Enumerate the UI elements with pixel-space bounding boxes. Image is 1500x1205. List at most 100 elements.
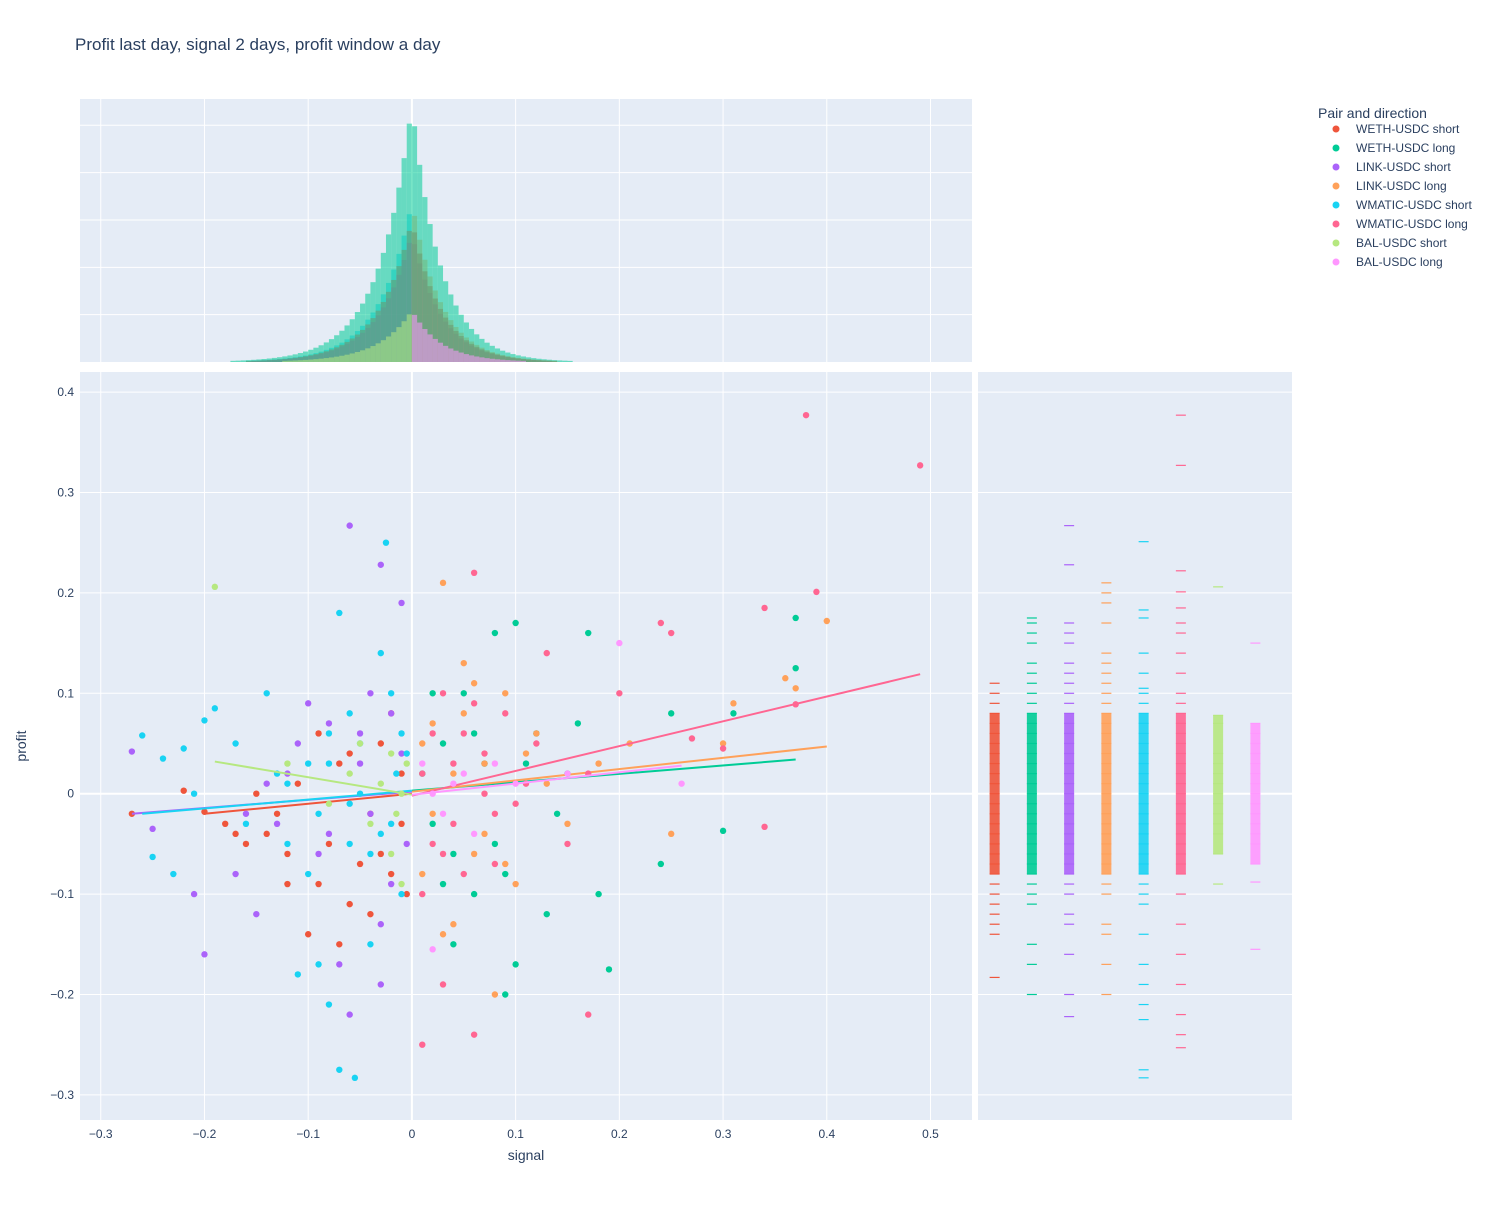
legend-item: LINK-USDC long: [1332, 179, 1447, 193]
scatter-point: [222, 820, 229, 828]
scatter-point: [263, 780, 270, 787]
scatter-point: [315, 810, 322, 817]
scatter-point: [273, 820, 281, 828]
scatter-point: [460, 870, 467, 878]
x-tick-label: −0.1: [296, 1127, 320, 1141]
histogram-bar: [385, 336, 392, 362]
scatter-point: [491, 860, 499, 868]
scatter-point: [429, 720, 436, 727]
x-tick-label: 0.2: [611, 1127, 628, 1141]
rug-column-weth-usdc-short: [989, 682, 1000, 979]
series-wmatic-usdc-short: [139, 539, 412, 1082]
y-tick-label: 0.1: [57, 686, 74, 700]
legend: Pair and direction WETH-USDC short WETH-U…: [1318, 105, 1472, 269]
histogram-bar: [334, 335, 340, 362]
scatter-point: [367, 910, 374, 918]
scatter-point: [356, 760, 364, 767]
scatter-point: [398, 890, 405, 898]
histogram-bar: [287, 355, 293, 362]
legend-marker: [1332, 144, 1340, 152]
rug-column-bal-usdc-long: [1250, 642, 1261, 950]
scatter-point: [232, 740, 239, 747]
scatter-point: [336, 961, 343, 968]
scatter-point: [382, 539, 390, 546]
rug-column-weth-usdc-long: [1026, 617, 1037, 996]
y-tick-label: −0.1: [50, 887, 74, 901]
scatter-point: [450, 760, 457, 767]
scatter-point: [284, 850, 291, 858]
scatter-point: [232, 870, 239, 878]
scatter-point: [346, 770, 353, 777]
scatter-point: [325, 800, 333, 807]
histogram-bar: [370, 282, 376, 362]
scatter-point: [387, 750, 395, 757]
histogram-bar: [567, 360, 573, 362]
scatter-point: [325, 830, 333, 838]
scatter-point: [512, 619, 519, 627]
histogram-bar: [422, 197, 428, 362]
scatter-point: [470, 1031, 478, 1038]
histogram-bar: [422, 329, 428, 362]
histogram-bar: [230, 360, 236, 362]
scatter-point: [325, 760, 333, 767]
scatter-point: [398, 750, 405, 757]
scatter-point: [387, 870, 395, 878]
scatter-point: [304, 931, 312, 938]
scatter-point: [470, 680, 478, 687]
histogram-bar: [546, 359, 552, 362]
histogram-bar: [318, 358, 324, 362]
trendline: [214, 760, 413, 796]
scatter-point: [315, 850, 322, 858]
scatter-point: [688, 735, 696, 742]
histogram-bar: [313, 359, 319, 362]
histogram-bar: [240, 360, 246, 362]
scatter-point: [761, 604, 768, 612]
histogram-bar: [277, 357, 283, 362]
scatter-point: [377, 561, 384, 568]
scatter-point: [574, 720, 582, 727]
scatter-point: [564, 770, 571, 777]
histogram-bar: [297, 353, 303, 362]
histogram-bar: [458, 352, 464, 362]
scatter-point: [304, 870, 312, 878]
histogram-bar: [349, 353, 355, 362]
scatter-point: [356, 730, 364, 737]
scatter-point: [325, 720, 333, 727]
legend-marker: [1332, 258, 1340, 266]
histogram-bar: [505, 360, 511, 362]
scatter-point: [263, 690, 270, 697]
scatter-point: [491, 629, 499, 637]
scatter-point: [429, 810, 436, 817]
histogram-bar: [380, 340, 386, 362]
scatter-point: [439, 579, 447, 587]
scatter-point: [356, 740, 364, 747]
scatter-point: [719, 745, 727, 752]
scatter-point: [336, 1066, 343, 1073]
scatter-point: [491, 810, 499, 817]
histogram-bar: [526, 357, 532, 362]
histogram-bar: [251, 359, 257, 362]
scatter-point: [730, 700, 737, 707]
scatter-point: [294, 971, 302, 978]
legend-marker: [1332, 239, 1340, 247]
scatter-point: [470, 730, 478, 737]
trendline: [411, 764, 682, 796]
scatter-point: [429, 946, 436, 953]
legend-label: WMATIC-USDC short: [1356, 198, 1472, 212]
scatter-point: [398, 770, 405, 777]
histogram-bar: [427, 224, 433, 362]
scatter-point: [460, 690, 467, 697]
histogram-bar: [323, 358, 329, 362]
scatter-point: [429, 820, 436, 828]
scatter-point: [470, 700, 478, 707]
scatter-point: [450, 820, 457, 828]
histogram-bar: [474, 356, 480, 362]
histogram-bar: [256, 359, 262, 362]
histogram-bar: [297, 360, 303, 362]
scatter-point: [512, 961, 519, 968]
scatter-point: [356, 860, 364, 868]
scatter-point: [564, 820, 571, 828]
scatter-point: [491, 991, 499, 998]
scatter-point: [403, 750, 410, 757]
